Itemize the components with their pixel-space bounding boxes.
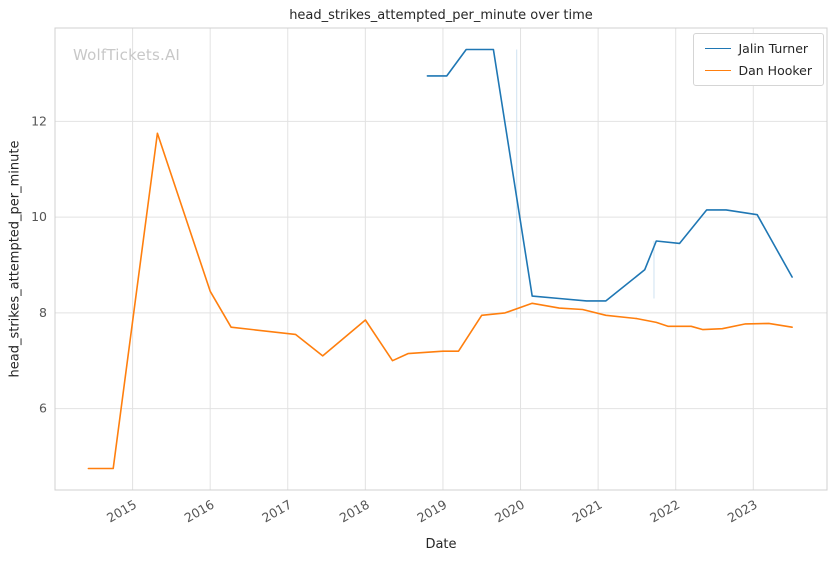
- x-tick-label: 2017: [259, 497, 294, 526]
- x-tick-label: 2020: [492, 497, 527, 526]
- y-axis-label: head_strikes_attempted_per_minute: [7, 140, 23, 378]
- y-tick-label: 6: [39, 401, 47, 416]
- legend-line-swatch-blue: [704, 48, 731, 49]
- x-tick-label: 2022: [647, 497, 682, 526]
- chart-title: head_strikes_attempted_per_minute over t…: [289, 8, 593, 23]
- y-tick-label: 12: [31, 113, 47, 128]
- plot-border: [54, 27, 828, 491]
- legend-line-swatch-orange: [704, 70, 731, 71]
- series-line-0: [426, 48, 793, 302]
- legend-label-jalin-turner: Jalin Turner: [738, 41, 809, 56]
- legend-item-dan-hooker: Dan Hooker: [704, 63, 813, 78]
- x-tick-label: 2023: [725, 497, 760, 526]
- y-tick-label: 10: [31, 209, 47, 224]
- series-line-1: [87, 132, 793, 470]
- legend-item-jalin-turner: Jalin Turner: [704, 41, 813, 56]
- legend: Jalin Turner Dan Hooker: [692, 33, 824, 86]
- x-tick-label: 2021: [570, 497, 605, 526]
- x-tick-label: 2018: [337, 497, 372, 526]
- y-tick-label: 8: [39, 305, 47, 320]
- x-axis-label: Date: [425, 537, 457, 552]
- legend-label-dan-hooker: Dan Hooker: [738, 63, 813, 78]
- x-tick-label: 2019: [414, 497, 449, 526]
- x-tick-label: 2015: [104, 497, 139, 526]
- x-tick-label: 2016: [182, 497, 217, 526]
- watermark: WolfTickets.AI: [73, 46, 181, 64]
